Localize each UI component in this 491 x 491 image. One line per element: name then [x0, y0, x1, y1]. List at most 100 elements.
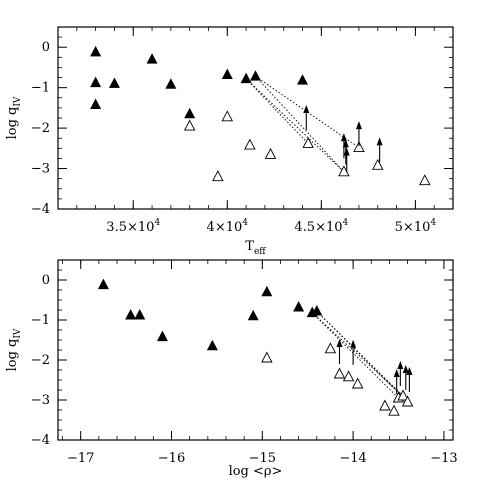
open-triangle-point [261, 351, 273, 363]
x-axis-title: log <ρ> [229, 464, 283, 479]
arrow-head [393, 369, 400, 377]
arrow-head [397, 361, 404, 369]
open-triangle-point [324, 342, 337, 354]
x-tick-times: × [215, 220, 226, 235]
x-tick-label: 3.5×104 [106, 218, 160, 235]
x-axis-title-sub: eff [254, 247, 266, 257]
x-tick-exponent: 4 [242, 218, 248, 228]
open-triangle-point [372, 158, 384, 170]
x-tick-label: −15 [249, 451, 276, 466]
upper-limit-arrow [406, 367, 413, 392]
open-triangle-point [244, 138, 256, 150]
open-triangle-point [401, 395, 414, 407]
bottom-panel: 0 −1 −2 −3 −4 −17 −16 −15 −14 −13 log <ρ> log qIV [5, 259, 458, 479]
filled-triangle-point [165, 78, 177, 89]
filled-triangle-point [125, 309, 137, 320]
y-axis-title-main: log q [5, 107, 20, 140]
open-triangle-point [264, 147, 277, 159]
filled-triangle-point [250, 70, 261, 81]
x-tick-label: −14 [339, 451, 366, 466]
arrow-head [355, 121, 362, 130]
x-tick-exponent: 4 [430, 218, 436, 228]
y-axis-title-sub: IV [13, 328, 23, 339]
y-tick-label: −3 [31, 393, 50, 408]
filled-triangle-point [240, 72, 252, 84]
arrow-head [342, 139, 349, 148]
arrow-head [402, 365, 409, 373]
y-tick-label: −3 [31, 162, 50, 177]
filled-triangle-point [97, 278, 109, 290]
y-tick-label: −4 [31, 202, 50, 217]
y-axis-title: log qIV [5, 96, 23, 139]
x-tick-mantissa: 4.5 [294, 220, 315, 235]
x-tick-times: × [127, 220, 138, 235]
y-tick-label: −1 [31, 313, 50, 328]
arrow-head [376, 137, 383, 146]
upper-limit-arrow [402, 365, 409, 390]
y-tick-label: 0 [42, 40, 50, 55]
open-triangle-point [333, 367, 346, 379]
y-tick-label: −2 [31, 353, 50, 368]
filled-triangle-point [261, 285, 273, 297]
arrow-head [340, 133, 347, 142]
connector-line [245, 78, 309, 144]
x-tick-label: 4×104 [207, 218, 249, 235]
top-panel: 0−1−2−3−43.5×104 4×104 4.5×104 5×104Tefflog… [5, 26, 454, 257]
x-tick-mantissa: 3.5 [106, 220, 127, 235]
x-tick-label: −13 [430, 451, 457, 466]
open-triangle-point [302, 137, 314, 148]
upper-limit-arrow [336, 339, 343, 364]
x-tick-times: × [403, 220, 414, 235]
x-axis-title-main: T [245, 239, 254, 254]
y-tick-label: −1 [31, 81, 50, 96]
open-triangle-point [379, 399, 391, 411]
filled-triangle-point [90, 76, 102, 88]
open-triangle-point [212, 170, 224, 182]
x-tick-times: × [315, 220, 326, 235]
connector-line [311, 312, 399, 399]
open-triangle-point [351, 377, 364, 389]
x-tick-base: 10 [414, 220, 431, 235]
open-triangle-point [388, 404, 400, 416]
y-axis-title-main: log q [5, 339, 20, 372]
filled-triangle-point [247, 309, 259, 321]
filled-triangle-point [146, 53, 158, 64]
filled-triangle-point [134, 309, 146, 320]
upper-limit-arrow [343, 147, 350, 173]
filled-triangle-point [221, 68, 233, 80]
upper-limit-arrow [376, 137, 383, 163]
filled-triangle-point [108, 77, 120, 88]
connector-line [255, 76, 345, 173]
upper-limit-arrow [355, 121, 362, 147]
upper-limit-arrow [393, 369, 400, 394]
connector-line [245, 78, 345, 173]
upper-limit-arrow [303, 105, 310, 130]
connector-line [316, 310, 404, 397]
open-triangle-point [338, 165, 350, 177]
filled-triangle-point [184, 107, 196, 119]
open-triangle-point [183, 119, 196, 131]
filled-triangle-point [90, 98, 102, 109]
open-triangle-point [397, 389, 409, 401]
upper-limit-arrow [350, 339, 357, 365]
x-tick-label: 4.5×104 [294, 218, 348, 235]
y-tick-label: −4 [31, 433, 50, 448]
x-tick-label: −16 [158, 451, 185, 466]
x-tick-exponent: 4 [154, 218, 160, 228]
arrow-head [303, 105, 310, 113]
x-tick-mantissa: 5 [395, 220, 403, 235]
filled-triangle-point [156, 330, 168, 342]
y-axis-title: log qIV [5, 328, 23, 371]
x-tick-label: −17 [67, 451, 94, 466]
x-tick-exponent: 4 [343, 218, 349, 228]
x-tick-base: 10 [326, 220, 343, 235]
y-axis-title-sub: IV [13, 96, 23, 107]
filled-triangle-point [297, 74, 309, 85]
filled-triangle-point [293, 301, 305, 312]
x-axis-title-main: log <ρ> [229, 464, 283, 479]
arrow-head [336, 339, 343, 347]
connector-line [311, 312, 404, 397]
filled-triangle-point [90, 45, 102, 57]
plot-frame [57, 26, 454, 210]
arrow-head [343, 147, 350, 156]
